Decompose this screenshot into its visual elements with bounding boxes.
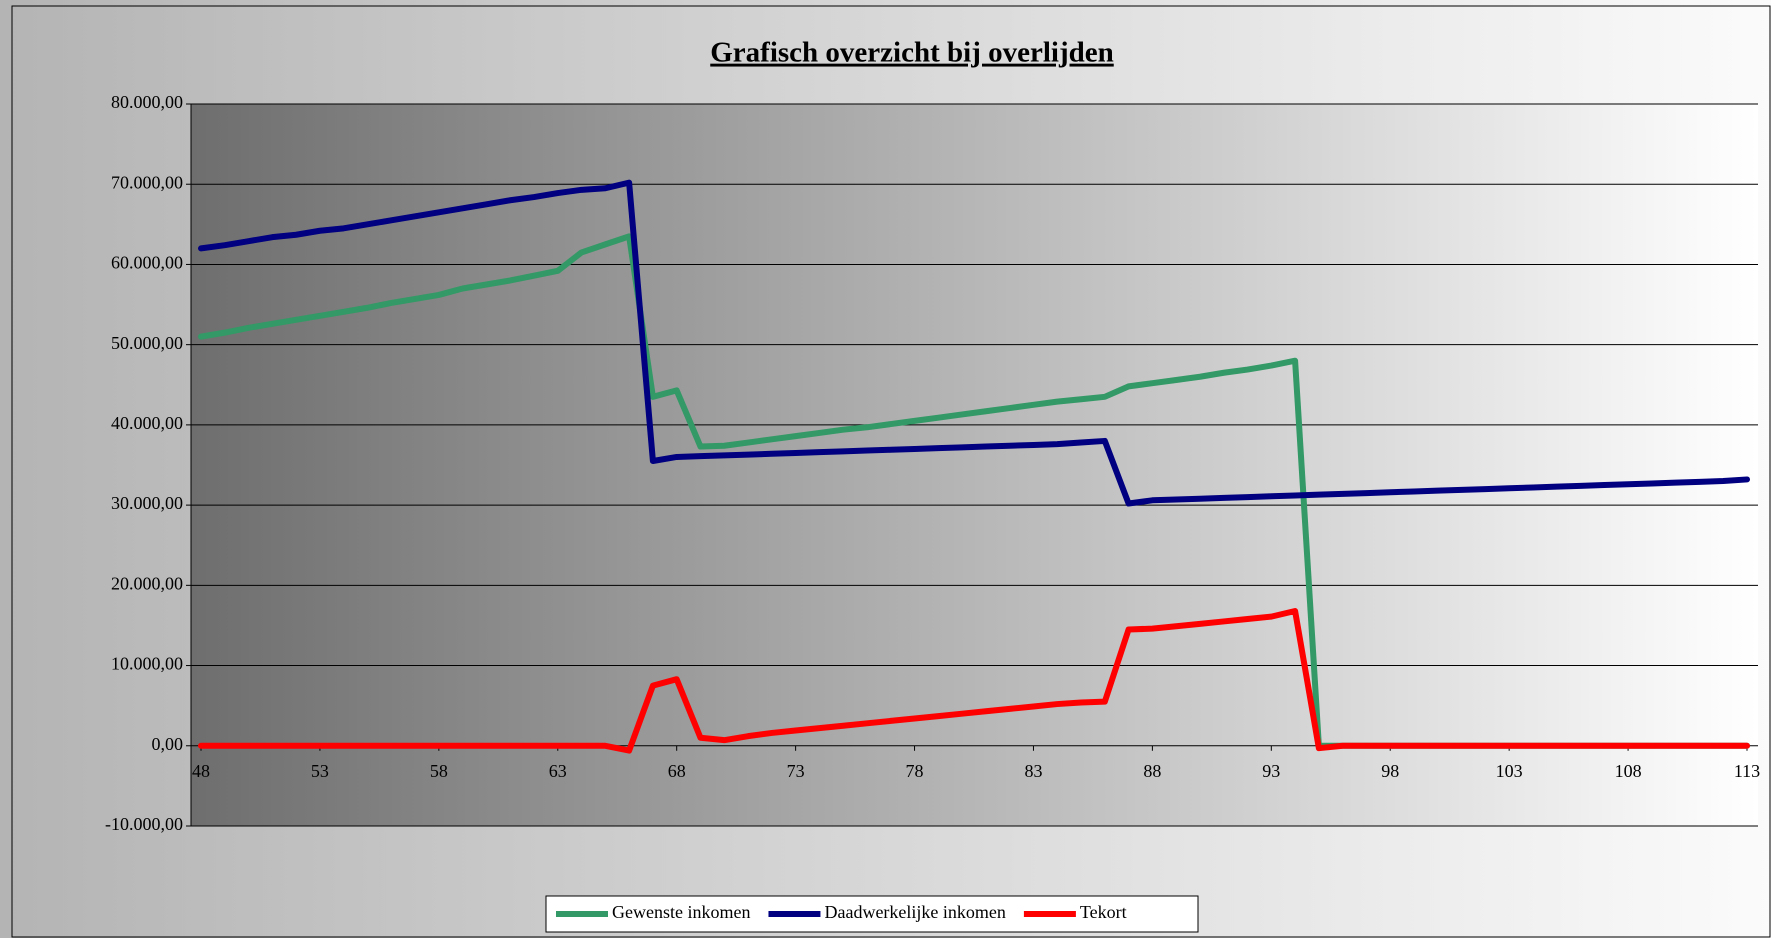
- chart-border: [11, 5, 1771, 938]
- y-tick-label: 60.000,00: [111, 253, 183, 273]
- y-tick-label: -10.000,00: [105, 814, 183, 834]
- x-tick-label: 108: [1615, 761, 1642, 781]
- x-tick-label: 48: [192, 761, 210, 781]
- legend-box: [545, 895, 1199, 933]
- legend-label: Gewenste inkomen: [612, 902, 750, 922]
- series-line: [198, 179, 1750, 507]
- y-tick-label: 20.000,00: [111, 573, 183, 593]
- x-tick-label: 68: [668, 761, 686, 781]
- y-tick-label: 80.000,00: [111, 92, 183, 112]
- chart-title: Grafisch overzicht bij overlijden: [710, 37, 1114, 69]
- x-tick-label: 63: [549, 761, 567, 781]
- x-tick-label: 83: [1024, 761, 1042, 781]
- y-tick-label: 10.000,00: [111, 654, 183, 674]
- legend-label: Tekort: [1080, 902, 1127, 922]
- x-tick-label: 113: [1734, 761, 1760, 781]
- x-tick-label: 78: [906, 761, 924, 781]
- x-tick-label: 88: [1143, 761, 1161, 781]
- y-tick-label: 30.000,00: [111, 493, 183, 513]
- x-tick-label: 73: [787, 761, 805, 781]
- y-tick-label: 40.000,00: [111, 413, 183, 433]
- y-tick-label: 70.000,00: [111, 172, 183, 192]
- x-tick-label: 93: [1262, 761, 1280, 781]
- series-line: [198, 608, 1750, 754]
- x-tick-label: 103: [1496, 761, 1523, 781]
- y-tick-label: 50.000,00: [111, 333, 183, 353]
- x-tick-label: 58: [430, 761, 448, 781]
- x-tick-label: 98: [1381, 761, 1399, 781]
- y-tick-label: 0,00: [152, 734, 184, 754]
- legend-label: Daadwerkelijke inkomen: [824, 902, 1005, 922]
- plot-area: [191, 104, 1758, 826]
- x-tick-label: 53: [311, 761, 329, 781]
